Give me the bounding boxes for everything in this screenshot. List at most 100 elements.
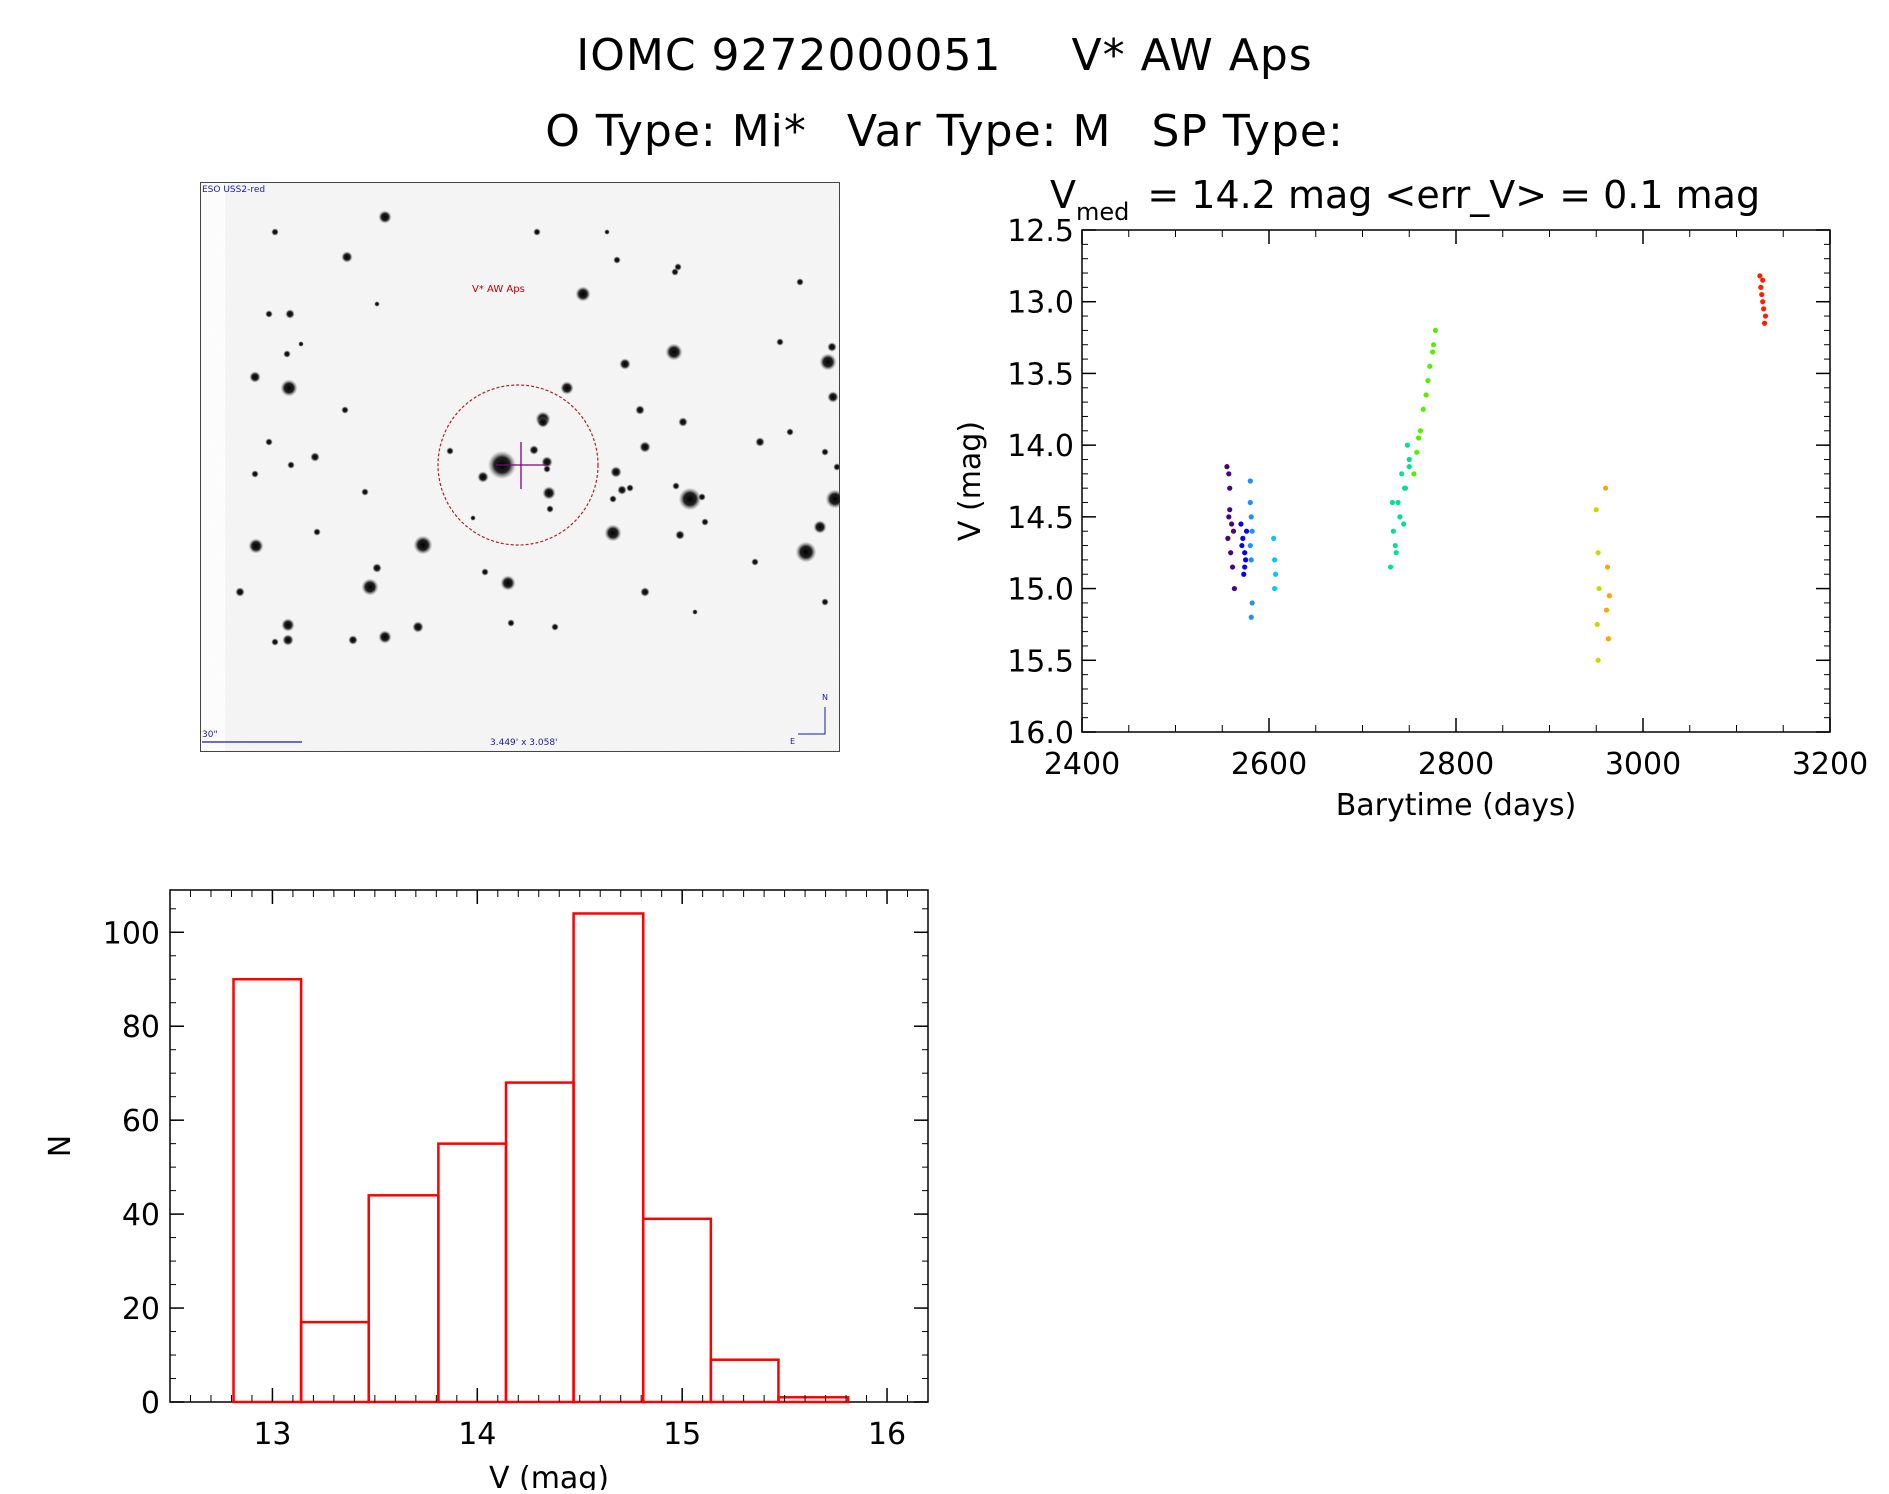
star-icon: [271, 638, 279, 646]
data-point: [1227, 507, 1233, 513]
y-tick-label: 16.0: [1007, 716, 1074, 751]
variable-type: Var Type: M: [846, 106, 1112, 157]
star-icon: [701, 518, 709, 526]
y-tick-label: 15.5: [1007, 644, 1074, 679]
star-icon: [698, 493, 706, 501]
data-point: [1761, 306, 1767, 312]
star-icon: [310, 452, 320, 462]
star-icon: [575, 286, 591, 302]
star-icon: [821, 448, 829, 456]
data-point: [1401, 521, 1407, 527]
y-tick-label: 13.5: [1007, 357, 1074, 392]
data-point: [1760, 277, 1766, 283]
star-icon: [282, 634, 294, 646]
star-icon: [833, 463, 840, 471]
lc-title: Vmed = 14.2 mag <err_V> = 0.1 mag: [1050, 173, 1760, 226]
data-point: [1247, 542, 1253, 549]
star-icon: [610, 466, 622, 478]
data-point: [1430, 349, 1436, 355]
data-point: [1228, 550, 1234, 556]
y-tick-label: 100: [103, 916, 160, 951]
data-point: [1271, 535, 1277, 541]
star-icon: [560, 381, 574, 395]
data-point: [1603, 607, 1610, 613]
data-point: [1604, 564, 1611, 570]
histogram-bar: [504, 1081, 575, 1404]
y-tick-label: 13.0: [1007, 286, 1074, 321]
light-curve-chart: Vmed = 14.2 mag <err_V> = 0.1 mag 2400 260…: [953, 173, 1868, 823]
data-point: [1238, 521, 1244, 527]
data-point: [1759, 291, 1765, 298]
data-point: [1392, 542, 1398, 549]
star-icon: [413, 535, 433, 555]
data-point: [1224, 464, 1230, 470]
east-label: E: [790, 737, 795, 746]
star-icon: [372, 563, 382, 573]
data-point: [1272, 585, 1278, 592]
data-point: [1247, 478, 1253, 484]
data-point: [1230, 528, 1237, 534]
sky-image: ESO USS2-red V* AW Aps 30" 3.449' x 3.05…: [200, 182, 840, 752]
star-icon: [619, 358, 631, 370]
data-point: [1606, 593, 1612, 599]
star-icon: [248, 538, 264, 554]
star-icon: [529, 445, 539, 455]
star-icon: [533, 228, 541, 236]
data-point: [1239, 542, 1245, 549]
star-icon: [751, 558, 759, 566]
star-icon: [678, 487, 702, 511]
star-icon: [265, 310, 273, 318]
star-icon: [507, 619, 515, 627]
star-icon: [265, 438, 273, 446]
star-name: V* AW Aps: [1071, 30, 1313, 81]
data-point: [1243, 557, 1249, 563]
x-tick-label: 3200: [1792, 747, 1868, 782]
star-icon: [827, 342, 837, 352]
star-icon: [626, 484, 634, 492]
chart-title: IOMC 9272000051 V* AW Aps: [0, 30, 1889, 81]
compass-icon: [798, 707, 826, 735]
star-icon: [546, 505, 554, 513]
star-icon: [537, 416, 549, 428]
star-icon: [796, 278, 804, 286]
hist-xlabel: V (mag): [489, 1461, 609, 1490]
lc-title-main: V: [1050, 173, 1076, 217]
chart-subtitle: O Type: Mi* Var Type: M SP Type:: [0, 106, 1889, 157]
hist-ylabel: N: [43, 1135, 78, 1157]
data-point: [1272, 557, 1278, 563]
star-icon: [635, 405, 645, 415]
data-point: [1241, 571, 1247, 577]
star-icon: [640, 587, 650, 597]
star-icon: [819, 353, 837, 371]
data-point: [1395, 499, 1401, 506]
star-icon: [672, 482, 680, 490]
star-icon: [249, 371, 261, 383]
lc-title-rest: = 14.2 mag <err_V> = 0.1 mag: [1147, 173, 1760, 217]
data-point: [1231, 585, 1238, 592]
lc-xlabel: Barytime (days): [1336, 788, 1577, 823]
x-tick-label: 2400: [1044, 747, 1120, 782]
star-icon: [543, 465, 551, 473]
star-icon: [470, 515, 476, 521]
fov-label: 3.449' x 3.058': [490, 738, 558, 748]
x-tick-label: 2600: [1231, 747, 1307, 782]
data-point: [1229, 564, 1236, 570]
star-icon: [639, 441, 651, 453]
data-point: [1757, 273, 1763, 279]
lc-title-sub: med: [1076, 198, 1129, 226]
data-point: [1762, 313, 1769, 319]
data-point: [1249, 600, 1255, 606]
data-point: [1404, 442, 1410, 448]
star-icon: [280, 379, 298, 397]
data-point: [1226, 471, 1232, 477]
data-point: [1229, 521, 1235, 527]
data-point: [1596, 585, 1602, 592]
data-point: [1603, 485, 1609, 491]
star-icon: [341, 251, 353, 263]
y-tick-label: 12.5: [1007, 214, 1074, 249]
data-point: [1226, 514, 1232, 520]
x-tick-label: 15: [663, 1417, 701, 1452]
y-tick-label: 20: [122, 1292, 160, 1327]
lc-plot-frame: [1081, 229, 1831, 733]
star-icon: [613, 256, 621, 264]
